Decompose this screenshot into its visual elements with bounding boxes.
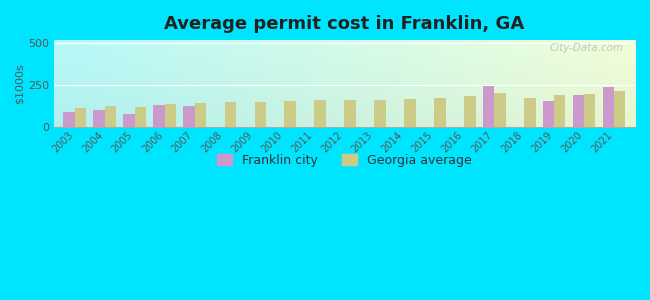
Bar bbox=[603, 87, 614, 127]
Bar bbox=[75, 108, 86, 127]
Bar bbox=[524, 98, 536, 127]
Bar bbox=[105, 106, 116, 127]
Bar bbox=[554, 94, 566, 127]
Bar bbox=[63, 112, 75, 127]
Bar bbox=[124, 114, 135, 127]
Bar bbox=[483, 86, 494, 127]
Legend: Franklin city, Georgia average: Franklin city, Georgia average bbox=[211, 148, 477, 172]
Bar bbox=[224, 102, 236, 127]
Bar bbox=[404, 99, 416, 127]
Bar bbox=[434, 98, 446, 127]
Bar bbox=[494, 93, 506, 127]
Bar bbox=[573, 94, 584, 127]
Bar bbox=[94, 110, 105, 127]
Bar bbox=[614, 91, 625, 127]
Bar bbox=[135, 107, 146, 127]
Bar bbox=[464, 96, 476, 127]
Text: City-Data.com: City-Data.com bbox=[549, 43, 623, 53]
Bar bbox=[315, 100, 326, 127]
Title: Average permit cost in Franklin, GA: Average permit cost in Franklin, GA bbox=[164, 15, 525, 33]
Bar bbox=[584, 94, 595, 127]
Bar bbox=[543, 101, 554, 127]
Bar bbox=[153, 106, 164, 127]
Bar bbox=[344, 100, 356, 127]
Bar bbox=[183, 106, 194, 127]
Bar bbox=[194, 103, 206, 127]
Bar bbox=[164, 104, 176, 127]
Bar bbox=[374, 100, 385, 127]
Y-axis label: $1000s: $1000s bbox=[15, 63, 25, 104]
Bar bbox=[285, 101, 296, 127]
Bar bbox=[255, 102, 266, 127]
